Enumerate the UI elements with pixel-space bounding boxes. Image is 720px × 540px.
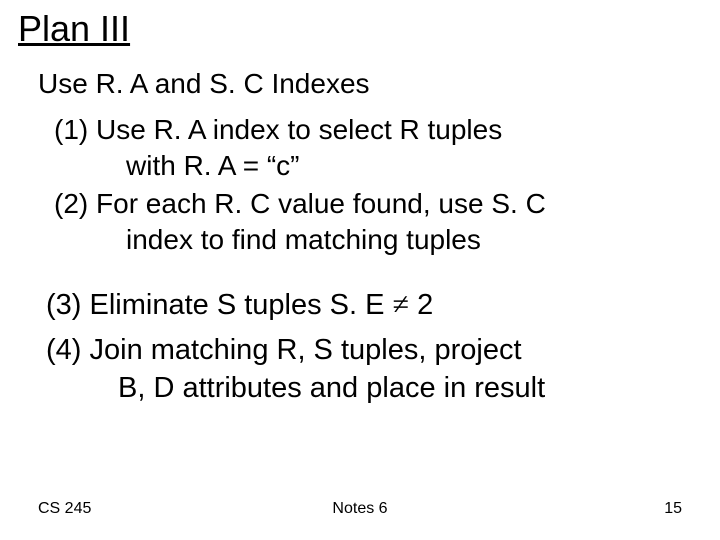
step-3-text-b: 2	[417, 289, 433, 321]
step-4: (4) Join matching R, S tuples, project	[46, 332, 686, 368]
step-2: (2) For each R. C value found, use S. C	[54, 186, 694, 221]
step-4-number: (4)	[46, 332, 81, 368]
not-equal-symbol: ≠	[393, 288, 409, 321]
step-1-number: (1)	[54, 112, 88, 147]
step-1-text: Use R. A index to select R tuples	[96, 114, 502, 145]
slide-title: Plan III	[18, 8, 130, 50]
step-1-cont: with R. A = “c”	[126, 148, 686, 183]
step-2-number: (2)	[54, 186, 88, 221]
slide-subtitle: Use R. A and S. C Indexes	[38, 68, 370, 100]
step-3-number: (3)	[46, 287, 81, 323]
step-3: (3) Eliminate S tuples S. E ≠ 2	[46, 286, 686, 324]
step-1: (1) Use R. A index to select R tuples	[54, 112, 674, 147]
step-4-cont: B, D attributes and place in result	[118, 370, 698, 406]
footer-page-number: 15	[664, 500, 682, 518]
step-4-text: Join matching R, S tuples, project	[90, 334, 522, 366]
step-3-text-a: Eliminate S tuples S. E	[90, 289, 385, 321]
step-2-cont: index to find matching tuples	[126, 222, 686, 257]
step-2-text: For each R. C value found, use S. C	[96, 188, 546, 219]
footer-notes: Notes 6	[0, 500, 720, 518]
slide: Plan III Use R. A and S. C Indexes (1) U…	[0, 0, 720, 540]
